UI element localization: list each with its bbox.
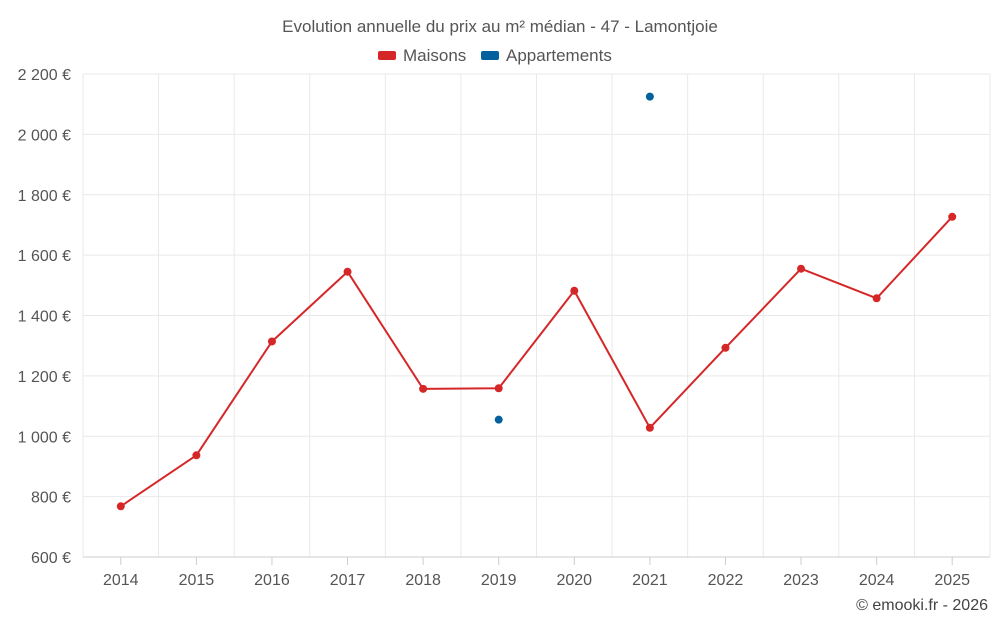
y-tick-label: 2 000 € (18, 127, 71, 144)
data-point-maisons-2025[interactable] (948, 212, 957, 221)
data-point-maisons-2020[interactable] (570, 286, 579, 295)
x-tick-label: 2017 (330, 572, 366, 589)
legend-swatch-appartements (481, 51, 499, 60)
legend-label-maisons: Maisons (403, 46, 466, 65)
x-tick-label: 2015 (179, 572, 215, 589)
x-tick-label: 2020 (556, 572, 592, 589)
x-tick-label: 2023 (783, 572, 819, 589)
legend[interactable]: Maisons Appartements (378, 46, 612, 65)
data-point-maisons-2022[interactable] (721, 343, 730, 352)
x-tick-label: 2022 (708, 572, 744, 589)
data-point-maisons-2017[interactable] (343, 267, 352, 276)
data-point-maisons-2018[interactable] (419, 384, 428, 393)
axes: 600 € 800 € 1 000 € 1 200 € 1 400 € 1 600 € 1 … (18, 67, 990, 589)
y-tick-label: 1 000 € (18, 429, 71, 446)
credit: © emooki.fr - 2026 (856, 597, 988, 614)
x-tick-label: 2014 (103, 572, 139, 589)
data-point-maisons-2021[interactable] (645, 423, 654, 432)
data-point-maisons-2014[interactable] (116, 502, 125, 511)
y-tick-label: 1 600 € (18, 248, 71, 265)
series-line-maisons (120, 216, 953, 508)
legend-label-appartements: Appartements (506, 46, 612, 65)
y-tick-label: 1 400 € (18, 309, 71, 326)
data-point-appartements-2021[interactable] (645, 92, 654, 101)
data-point-appartements-2019[interactable] (494, 415, 503, 424)
legend-swatch-maisons (378, 51, 396, 60)
chart-title: Evolution annuelle du prix au m² médian … (282, 17, 718, 36)
series (116, 92, 957, 511)
y-tick-label: 800 € (31, 490, 71, 507)
legend-item-appartements[interactable]: Appartements (481, 46, 612, 65)
x-tick-label: 2025 (934, 572, 970, 589)
legend-item-maisons[interactable]: Maisons (378, 46, 466, 65)
y-tick-label: 2 200 € (18, 67, 71, 84)
y-tick-label: 1 800 € (18, 188, 71, 205)
grid (82, 73, 991, 557)
data-point-maisons-2023[interactable] (797, 264, 806, 273)
y-tick-label: 1 200 € (18, 369, 71, 386)
data-point-maisons-2015[interactable] (192, 451, 201, 460)
x-tick-label: 2021 (632, 572, 668, 589)
x-tick-label: 2024 (859, 572, 895, 589)
data-point-maisons-2019[interactable] (494, 384, 503, 393)
x-tick-label: 2018 (405, 572, 441, 589)
data-point-maisons-2016[interactable] (267, 337, 276, 346)
data-point-maisons-2024[interactable] (872, 294, 881, 303)
x-tick-label: 2019 (481, 572, 517, 589)
y-tick-label: 600 € (31, 550, 71, 567)
x-tick-label: 2016 (254, 572, 290, 589)
